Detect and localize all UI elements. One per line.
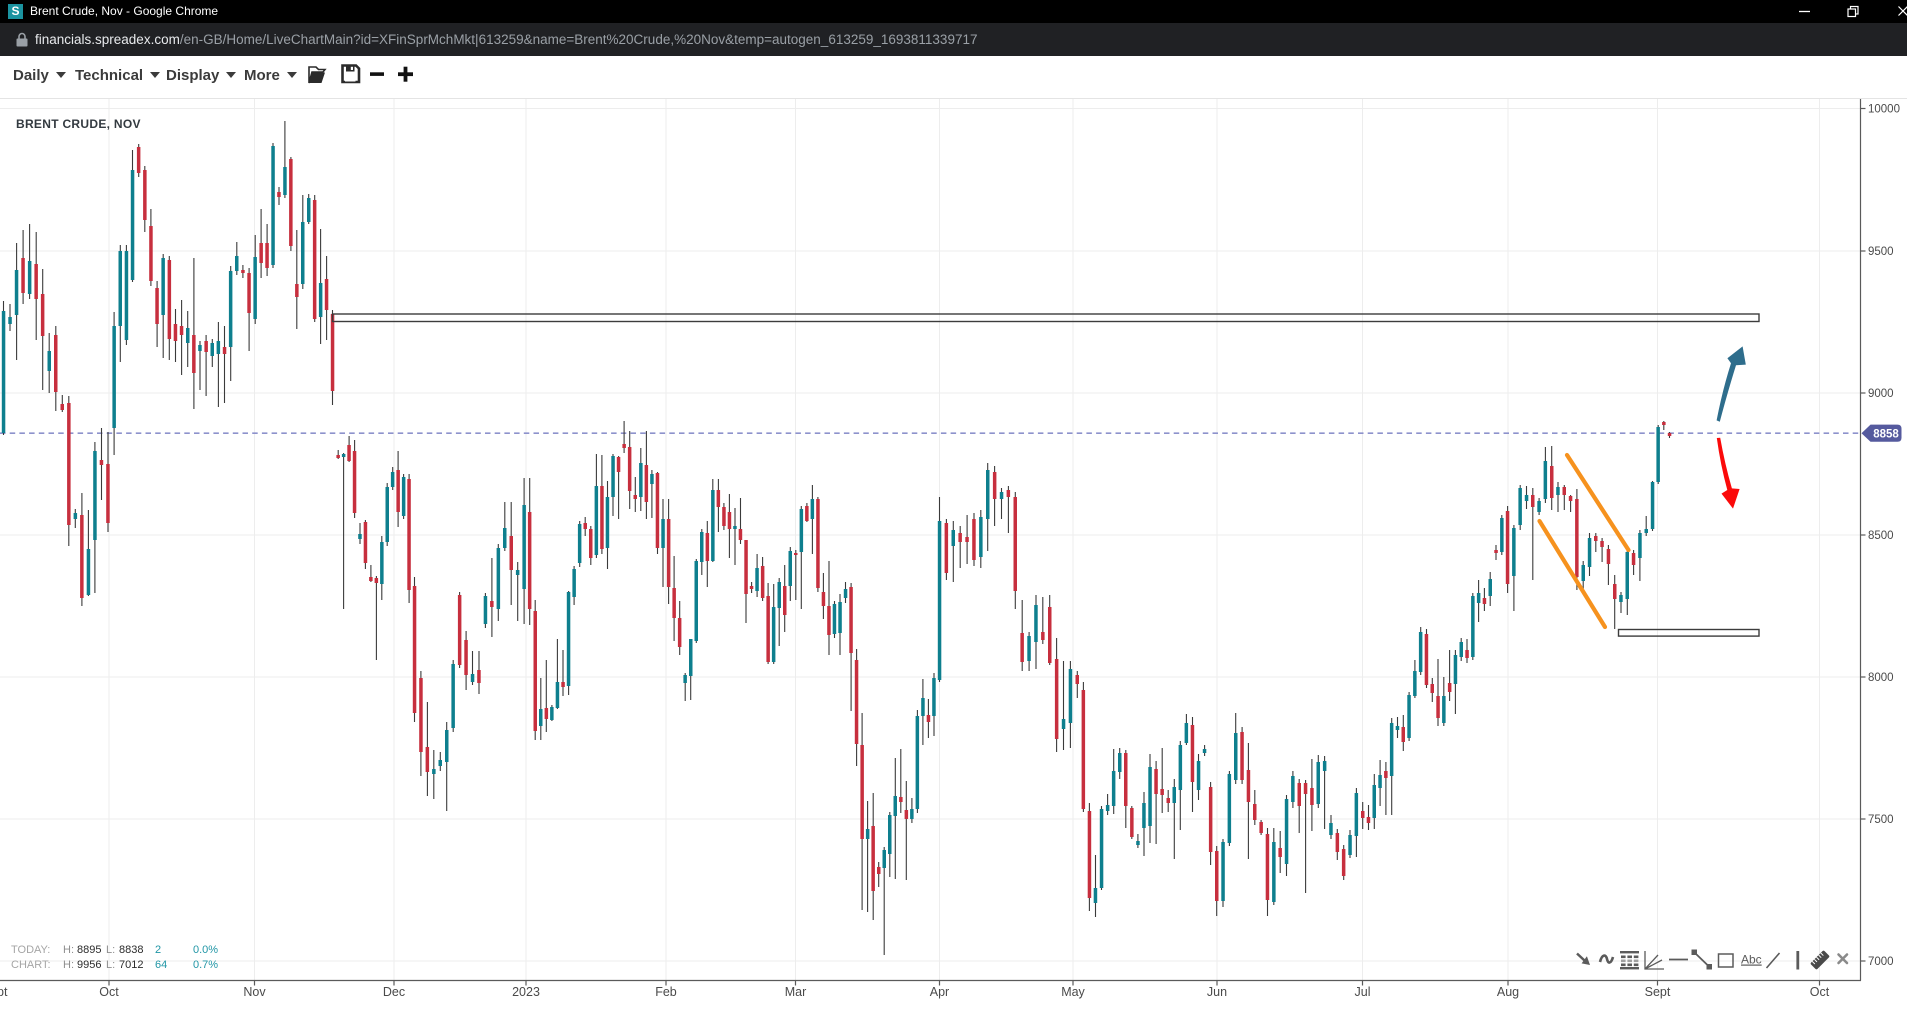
svg-text:Oct: Oct <box>1810 985 1830 999</box>
svg-text:Feb: Feb <box>655 985 677 999</box>
svg-text:BRENT CRUDE, NOV: BRENT CRUDE, NOV <box>16 117 141 131</box>
svg-text:7500: 7500 <box>1868 814 1894 826</box>
svg-text:0.7%: 0.7% <box>193 959 218 971</box>
svg-text:pt: pt <box>0 985 8 999</box>
svg-text:Mar: Mar <box>785 985 807 999</box>
svg-text:8000: 8000 <box>1868 672 1894 684</box>
svg-text:Sept: Sept <box>1645 985 1671 999</box>
svg-text:TODAY:: TODAY: <box>11 944 50 956</box>
svg-text:H:: H: <box>63 959 74 971</box>
svg-text:9500: 9500 <box>1868 246 1894 258</box>
svg-text:Apr: Apr <box>930 985 949 999</box>
svg-text:8895: 8895 <box>77 944 101 956</box>
svg-text:2: 2 <box>155 944 161 956</box>
svg-text:Jul: Jul <box>1355 985 1371 999</box>
svg-text:L:: L: <box>106 944 115 956</box>
svg-text:9000: 9000 <box>1868 388 1894 400</box>
svg-text:Dec: Dec <box>383 985 405 999</box>
svg-text:Aug: Aug <box>1497 985 1519 999</box>
svg-text:Abc: Abc <box>1741 953 1762 967</box>
svg-text:Nov: Nov <box>243 985 266 999</box>
svg-text:9956: 9956 <box>77 959 101 971</box>
svg-text:7000: 7000 <box>1868 956 1894 968</box>
svg-text:10000: 10000 <box>1868 104 1900 116</box>
svg-text:7012: 7012 <box>119 959 143 971</box>
svg-text:Jun: Jun <box>1207 985 1227 999</box>
svg-text:0.0%: 0.0% <box>193 944 218 956</box>
svg-text:May: May <box>1061 985 1085 999</box>
svg-text:CHART:: CHART: <box>11 959 51 971</box>
svg-text:8500: 8500 <box>1868 530 1894 542</box>
svg-text:8838: 8838 <box>119 944 143 956</box>
svg-text:64: 64 <box>155 959 167 971</box>
svg-text:H:: H: <box>63 944 74 956</box>
svg-text:L:: L: <box>106 959 115 971</box>
svg-text:8858: 8858 <box>1873 428 1899 440</box>
svg-text:Oct: Oct <box>99 985 119 999</box>
svg-text:2023: 2023 <box>512 985 540 999</box>
